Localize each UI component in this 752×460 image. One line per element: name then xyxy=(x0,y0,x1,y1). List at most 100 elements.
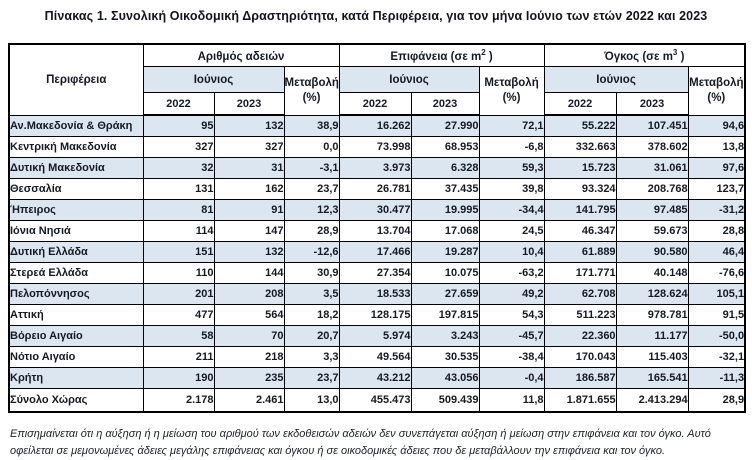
value-cell: 55.222 xyxy=(543,114,617,137)
value-cell: 132 xyxy=(213,241,285,263)
value-cell: 13.704 xyxy=(338,220,412,242)
value-cell: 6.328 xyxy=(410,157,480,179)
value-cell: 128.175 xyxy=(338,304,412,326)
value-cell: 46,4 xyxy=(687,241,746,263)
table-row: Αν.Μακεδονία & Θράκη 95 132 38,9 16.262 … xyxy=(8,114,746,137)
building-activity-table: Περιφέρεια Αριθμός αδειών Επιφάνεια (σε … xyxy=(8,43,747,413)
value-cell: 38,9 xyxy=(283,114,340,137)
value-cell: 59.673 xyxy=(615,220,689,242)
value-cell: 27.990 xyxy=(410,114,480,137)
value-cell: 30.477 xyxy=(338,199,412,221)
value-cell: 208.768 xyxy=(615,178,689,200)
value-cell: 132 xyxy=(213,114,285,137)
region-cell: Δυτική Ελλάδα xyxy=(8,241,144,263)
region-cell: Στερεά Ελλάδα xyxy=(8,262,144,284)
value-cell: 171.771 xyxy=(543,262,617,284)
value-cell: 11.177 xyxy=(615,325,689,347)
value-cell: 2.413.294 xyxy=(615,388,689,413)
value-cell: 31.061 xyxy=(615,157,689,179)
year-header: 2022 xyxy=(543,92,617,116)
value-cell: 31 xyxy=(213,157,285,179)
value-cell: 201 xyxy=(142,283,215,305)
value-cell: 26.781 xyxy=(338,178,412,200)
value-cell: 40.148 xyxy=(615,262,689,284)
group-header-surface: Επιφάνεια (σε m2 ) xyxy=(338,43,545,67)
value-cell: 49,2 xyxy=(478,283,545,305)
footnote: Επισημαίνεται ότι η αύξηση ή η μείωση το… xyxy=(10,428,711,458)
region-cell: Βόρειο Αιγαίο xyxy=(8,325,144,347)
group-header-permits: Αριθμός αδειών xyxy=(142,43,340,67)
year-header: 2023 xyxy=(213,92,285,116)
value-cell: 30.535 xyxy=(410,346,480,368)
table-row: Ήπειρος 81 91 12,3 30.477 19.995 -34,4 1… xyxy=(8,199,746,221)
value-cell: 5.974 xyxy=(338,325,412,347)
value-cell: -31,2 xyxy=(687,199,746,221)
group-header-volume: Όγκος (σε m3 ) xyxy=(543,43,746,67)
value-cell: 93.324 xyxy=(543,178,617,200)
value-cell: -3,1 xyxy=(283,157,340,179)
value-cell: 509.439 xyxy=(410,388,480,413)
value-cell: 17.466 xyxy=(338,241,412,263)
table-row: Βόρειο Αιγαίο 58 70 20,7 5.974 3.243 -45… xyxy=(8,325,746,347)
region-cell: Κεντρική Μακεδονία xyxy=(8,136,144,158)
value-cell: 151 xyxy=(142,241,215,263)
value-cell: 90.580 xyxy=(615,241,689,263)
table-row: Θεσσαλία 131 162 23,7 26.781 37.435 39,8… xyxy=(8,178,746,200)
value-cell: 68.953 xyxy=(410,136,480,158)
value-cell: -32,1 xyxy=(687,346,746,368)
value-cell: 91 xyxy=(213,199,285,221)
value-cell: 22.360 xyxy=(543,325,617,347)
value-cell: 115.403 xyxy=(615,346,689,368)
value-cell: 107.451 xyxy=(615,114,689,137)
value-cell: 16.262 xyxy=(338,114,412,137)
value-cell: 81 xyxy=(142,199,215,221)
value-cell: 23,7 xyxy=(283,367,340,389)
value-cell: -50,0 xyxy=(687,325,746,347)
table-row: Κεντρική Μακεδονία 327 327 0,0 73.998 68… xyxy=(8,136,746,158)
value-cell: 72,1 xyxy=(478,114,545,137)
value-cell: -34,4 xyxy=(478,199,545,221)
value-cell: 24,5 xyxy=(478,220,545,242)
value-cell: 23,7 xyxy=(283,178,340,200)
table-header: Περιφέρεια Αριθμός αδειών Επιφάνεια (σε … xyxy=(8,43,746,116)
value-cell: -63,2 xyxy=(478,262,545,284)
value-cell: 455.473 xyxy=(338,388,412,413)
value-cell: 147 xyxy=(213,220,285,242)
value-cell: 114 xyxy=(142,220,215,242)
value-cell: 12,3 xyxy=(283,199,340,221)
value-cell: 378.602 xyxy=(615,136,689,158)
value-cell: 43.056 xyxy=(410,367,480,389)
value-cell: 141.795 xyxy=(543,199,617,221)
value-cell: 15.723 xyxy=(543,157,617,179)
value-cell: 162 xyxy=(213,178,285,200)
region-cell: Θεσσαλία xyxy=(8,178,144,200)
value-cell: 105,1 xyxy=(687,283,746,305)
value-cell: 3,3 xyxy=(283,346,340,368)
value-cell: 170.043 xyxy=(543,346,617,368)
region-cell: Ιόνια Νησιά xyxy=(8,220,144,242)
value-cell: 28,9 xyxy=(687,388,746,413)
value-cell: 46.347 xyxy=(543,220,617,242)
table-row: Δυτική Ελλάδα 151 132 -12,6 17.466 19.28… xyxy=(8,241,746,263)
value-cell: 28,9 xyxy=(283,220,340,242)
value-cell: 332.663 xyxy=(543,136,617,158)
value-cell: 0,0 xyxy=(283,136,340,158)
value-cell: 13,0 xyxy=(283,388,340,413)
region-cell: Νότιο Αιγαίο xyxy=(8,346,144,368)
region-cell: Δυτική Μακεδονία xyxy=(8,157,144,179)
table-row: Κρήτη 190 235 23,7 43.212 43.056 -0,4 18… xyxy=(8,367,746,389)
value-cell: 218 xyxy=(213,346,285,368)
value-cell: 564 xyxy=(213,304,285,326)
value-cell: -76,6 xyxy=(687,262,746,284)
value-cell: 43.212 xyxy=(338,367,412,389)
table-row: Αττική 477 564 18,2 128.175 197.815 54,3… xyxy=(8,304,746,326)
year-header: 2022 xyxy=(142,92,215,116)
region-cell: Ήπειρος xyxy=(8,199,144,221)
value-cell: 95 xyxy=(142,114,215,137)
value-cell: 165.541 xyxy=(615,367,689,389)
year-header: 2023 xyxy=(410,92,480,116)
year-header: 2023 xyxy=(615,92,689,116)
value-cell: 18.533 xyxy=(338,283,412,305)
table-row: Πελοπόννησος 201 208 3,5 18.533 27.659 4… xyxy=(8,283,746,305)
